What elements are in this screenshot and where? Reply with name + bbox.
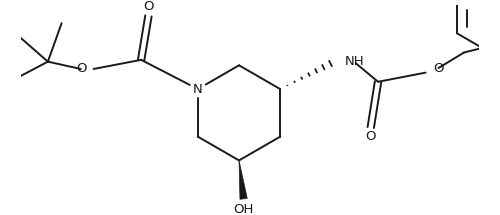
- Polygon shape: [239, 160, 247, 199]
- Text: N: N: [193, 83, 202, 96]
- Text: O: O: [76, 63, 86, 75]
- Text: OH: OH: [234, 203, 254, 215]
- Text: NH: NH: [345, 55, 365, 68]
- Text: O: O: [366, 130, 376, 143]
- Text: O: O: [433, 61, 444, 75]
- Text: O: O: [143, 0, 154, 13]
